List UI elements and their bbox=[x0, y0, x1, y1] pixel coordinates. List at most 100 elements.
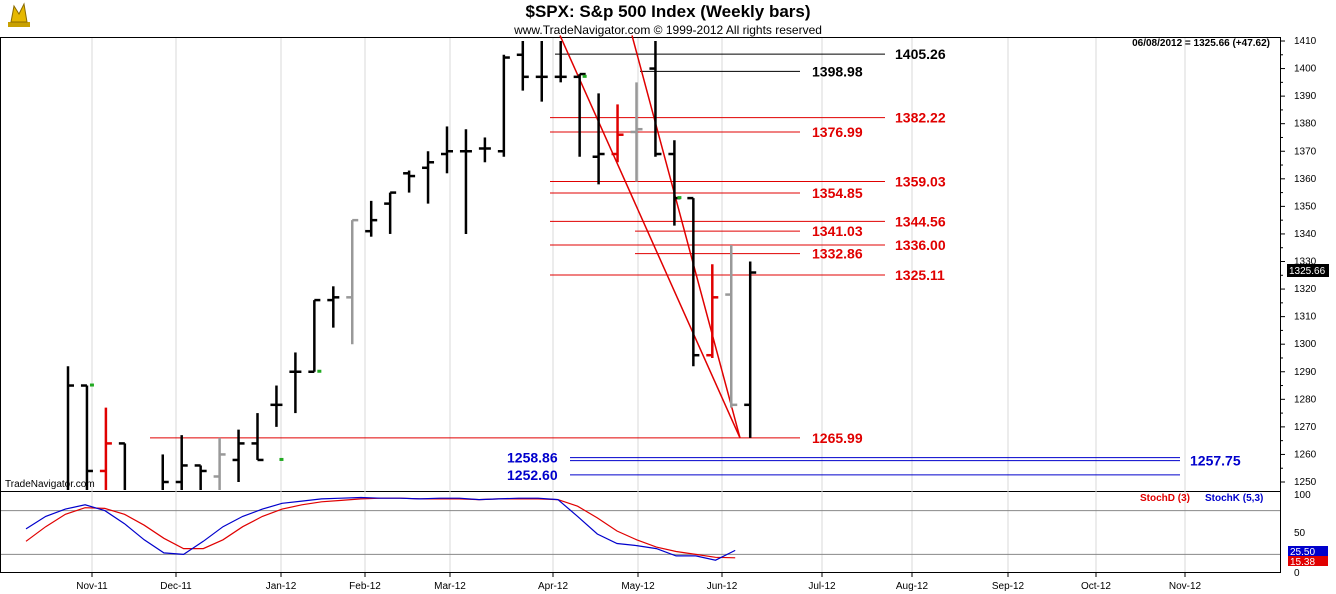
level-label: 1336.00 bbox=[895, 237, 946, 253]
month-axis: Nov-11 Dec-11 Jan-12 Feb-12 Mar-12 Apr-12 May-… bbox=[76, 573, 1202, 592]
stochk-last-box bbox=[1288, 546, 1328, 556]
level-label: 1265.99 bbox=[812, 430, 863, 446]
stochk-last-label: 25.50 bbox=[1290, 547, 1315, 558]
ohlc-bar bbox=[194, 464, 207, 490]
trendline bbox=[559, 35, 741, 439]
stochd-legend: StochD (3) bbox=[1140, 493, 1190, 504]
ohlc-bar bbox=[573, 72, 586, 157]
stochk-legend: StochK (5,3) bbox=[1205, 493, 1263, 504]
logo bbox=[8, 2, 30, 27]
last-value-info: 06/08/2012 = 1325.66 (+47.62) bbox=[1132, 38, 1270, 49]
month-tick-label: Mar-12 bbox=[434, 581, 466, 592]
ohlc-bar bbox=[687, 196, 700, 367]
level-label: 1354.85 bbox=[812, 185, 863, 201]
stochk-line bbox=[25, 496, 736, 561]
price-tick-label: 1270 bbox=[1294, 422, 1317, 433]
signal-marker bbox=[89, 383, 94, 387]
copyright-text: www.TradeNavigator.com © 1999-2012 All r… bbox=[513, 23, 822, 37]
signal-marker bbox=[317, 369, 322, 373]
ohlc-bar bbox=[422, 151, 435, 204]
level-label: 1252.60 bbox=[507, 467, 558, 483]
price-tick-label: 1310 bbox=[1294, 312, 1317, 323]
month-tick-label: Nov-12 bbox=[1169, 581, 1202, 592]
month-tick-label: Dec-11 bbox=[160, 581, 192, 592]
price-axis: 1250 1260 1270 1280 1290 1300 1310 1320 1330 1340… bbox=[1280, 36, 1317, 488]
ohlc-bar bbox=[459, 129, 472, 234]
ohlc-bar bbox=[441, 126, 453, 174]
ohlc-bar bbox=[706, 264, 719, 358]
level-label: 1341.03 bbox=[812, 223, 863, 239]
price-tick-label: 1380 bbox=[1294, 119, 1317, 130]
ohlc-bar bbox=[213, 437, 226, 490]
month-tick-label: Oct-12 bbox=[1081, 581, 1111, 592]
ohlc-bar bbox=[649, 41, 662, 157]
month-tick-label: Aug-12 bbox=[896, 581, 929, 592]
stochd-last-box bbox=[1288, 556, 1328, 566]
ohlc-bar bbox=[346, 218, 359, 345]
signal-marker bbox=[279, 457, 284, 461]
ohlc-bar bbox=[384, 191, 397, 234]
ohlc-bar bbox=[630, 82, 643, 182]
watermark: TradeNavigator.com bbox=[5, 479, 95, 490]
price-tick-label: 1340 bbox=[1294, 229, 1317, 240]
level-label: 1405.26 bbox=[895, 46, 946, 62]
price-tick-label: 1250 bbox=[1294, 477, 1317, 488]
price-tick-label: 1410 bbox=[1294, 36, 1317, 47]
month-tick-label: Nov-11 bbox=[76, 581, 108, 592]
ohlc-bar bbox=[289, 352, 302, 414]
ohlc-bar bbox=[725, 244, 738, 408]
ohlc-bar bbox=[80, 384, 93, 490]
month-tick-label: Jul-12 bbox=[808, 581, 836, 592]
price-tick-label: 1330 bbox=[1294, 257, 1317, 268]
level-label: 1332.86 bbox=[812, 246, 863, 262]
month-tick-label: Sep-12 bbox=[992, 581, 1025, 592]
last-price-box bbox=[1287, 264, 1329, 277]
price-tick-label: 1390 bbox=[1294, 91, 1317, 102]
month-tick-label: Jan-12 bbox=[266, 581, 297, 592]
ohlc-bar bbox=[175, 435, 188, 490]
ohlc-bars bbox=[66, 41, 757, 490]
price-pane bbox=[0, 37, 1281, 492]
chart-title: $SPX: S&p 500 Index (Weekly bars) bbox=[525, 2, 810, 21]
level-label: 1258.86 bbox=[507, 450, 558, 466]
level-label: 1376.99 bbox=[812, 124, 863, 140]
stoch-tick-0: 0 bbox=[1294, 568, 1300, 579]
ohlc-bar bbox=[118, 442, 127, 490]
month-tick-label: Jun-12 bbox=[707, 581, 738, 592]
ohlc-bar bbox=[554, 41, 567, 83]
ohlc-bar bbox=[535, 41, 548, 102]
price-tick-label: 1320 bbox=[1294, 284, 1317, 295]
price-tick-label: 1260 bbox=[1294, 449, 1317, 460]
level-label: 1344.56 bbox=[895, 213, 946, 229]
signal-marker bbox=[677, 196, 682, 200]
vertical-gridlines bbox=[91, 38, 1186, 572]
signal-marker bbox=[582, 74, 587, 78]
last-price-label: 1325.66 bbox=[1289, 266, 1326, 277]
ohlc-bar bbox=[308, 298, 321, 373]
ohlc-bar bbox=[744, 261, 757, 438]
trendlines bbox=[559, 35, 741, 439]
ohlc-bar bbox=[403, 170, 416, 193]
stoch-tick-50: 50 bbox=[1294, 528, 1306, 539]
indicator-pane bbox=[0, 491, 1281, 573]
ohlc-bar bbox=[516, 41, 529, 91]
price-tick-label: 1360 bbox=[1294, 174, 1317, 185]
level-label: 1359.03 bbox=[895, 173, 946, 189]
ohlc-bar bbox=[66, 366, 74, 490]
price-tick-label: 1400 bbox=[1294, 64, 1317, 75]
stochastic-indicator bbox=[25, 496, 736, 561]
ohlc-bar bbox=[611, 104, 624, 163]
indicator-gridlines bbox=[1, 510, 1280, 555]
ohlc-bar bbox=[497, 54, 510, 157]
month-tick-label: May-12 bbox=[621, 581, 655, 592]
price-tick-label: 1370 bbox=[1294, 146, 1317, 157]
trendline bbox=[631, 35, 741, 439]
ohlc-bar bbox=[99, 407, 112, 490]
stochd-last-label: 15.38 bbox=[1290, 557, 1315, 568]
level-label: 1398.98 bbox=[812, 63, 863, 79]
price-tick-label: 1300 bbox=[1294, 339, 1317, 350]
ohlc-bar bbox=[592, 93, 605, 185]
price-tick-label: 1280 bbox=[1294, 394, 1317, 405]
level-label: 1257.75 bbox=[1190, 453, 1241, 469]
price-tick-label: 1290 bbox=[1294, 367, 1317, 378]
